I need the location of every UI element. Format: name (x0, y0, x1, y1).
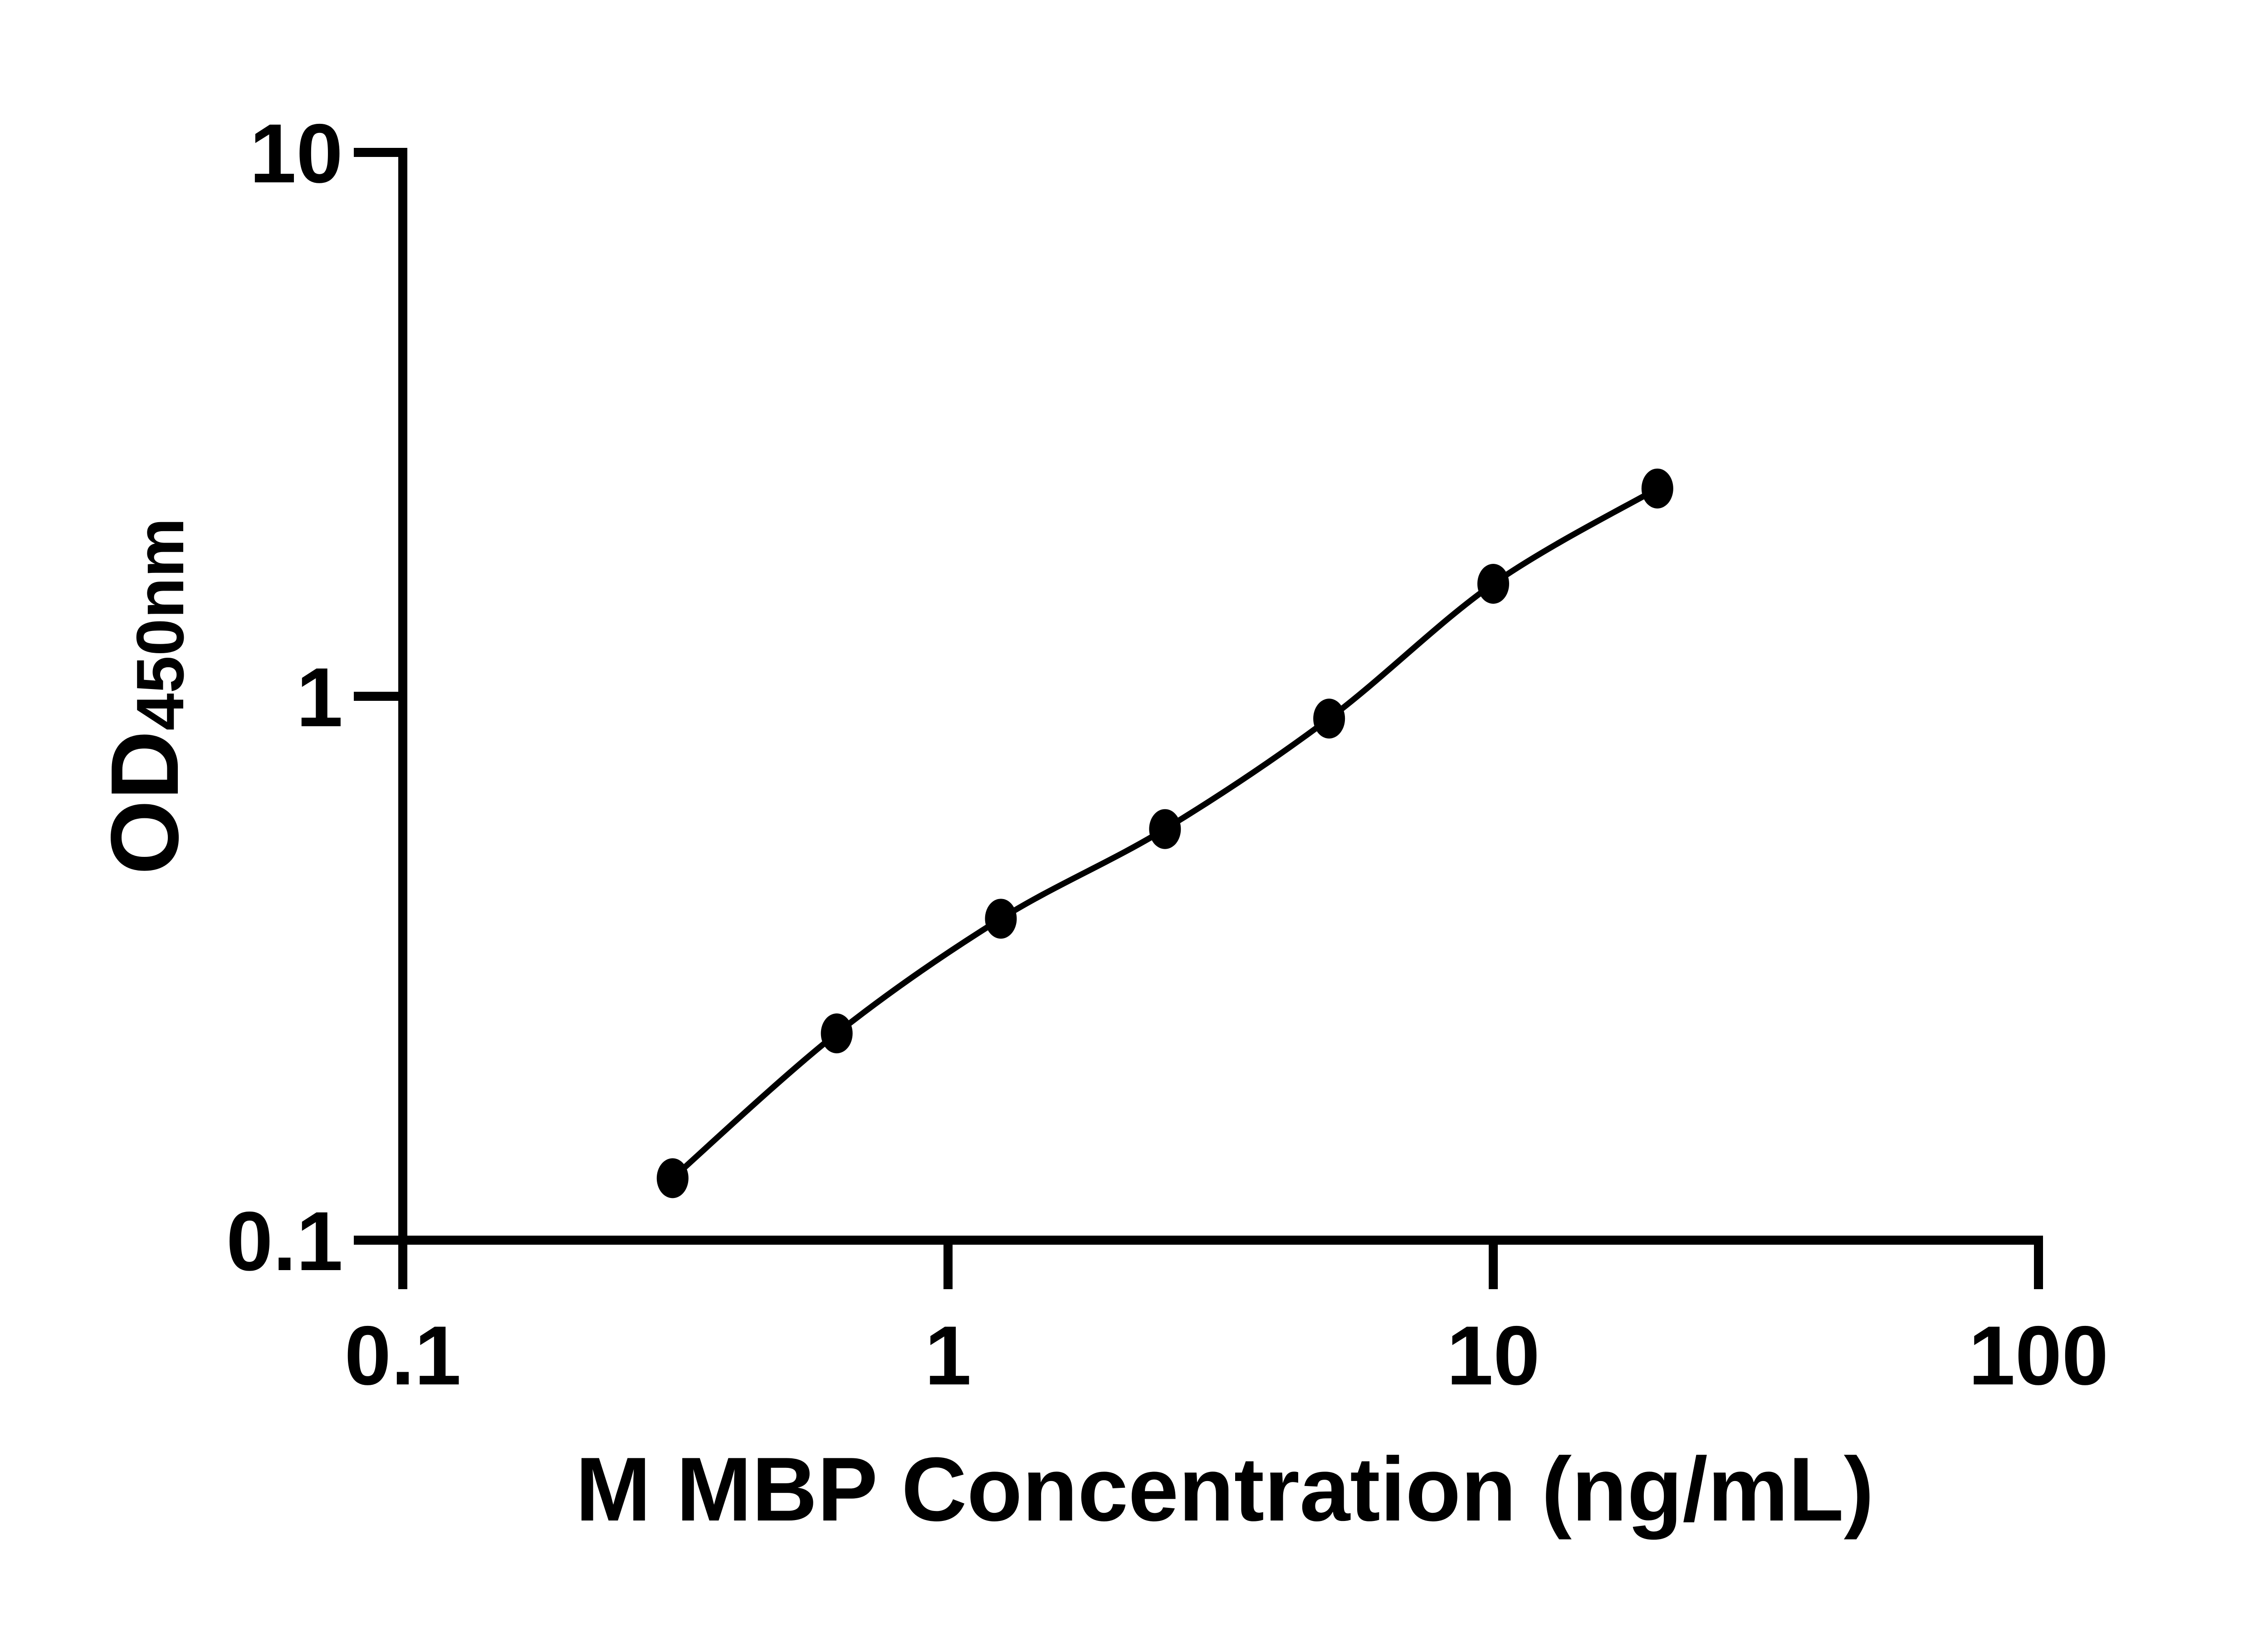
y-tick-labels: 0.1 1 10 (226, 107, 343, 1288)
data-point-marker (1477, 564, 1509, 604)
x-tick-label: 10 (1447, 1309, 1540, 1403)
data-point-marker (1313, 699, 1345, 739)
y-axis-title-sub: 450nm (123, 518, 198, 731)
data-point-marker (656, 1158, 689, 1198)
x-axis-title: M MBP Concentration (ng/mL) (576, 1439, 1874, 1540)
y-tick-label: 10 (249, 107, 343, 200)
y-axis-title: OD450nm (91, 518, 198, 875)
x-tick-label: 100 (1969, 1309, 2109, 1403)
data-point-marker (1641, 468, 1673, 508)
x-tick-label: 1 (925, 1309, 972, 1403)
data-point-marker (821, 1013, 853, 1054)
x-tick-label: 0.1 (344, 1309, 461, 1403)
data-point-marker (1149, 809, 1181, 849)
x-tick-labels: 0.1 1 10 100 (344, 1309, 2108, 1403)
y-tick-label: 0.1 (226, 1195, 343, 1288)
data-point-marker (985, 899, 1017, 939)
y-tick-label: 1 (296, 651, 343, 744)
y-axis-title-main: OD (91, 730, 198, 875)
axes (354, 148, 2043, 1289)
data-series (656, 468, 1673, 1198)
